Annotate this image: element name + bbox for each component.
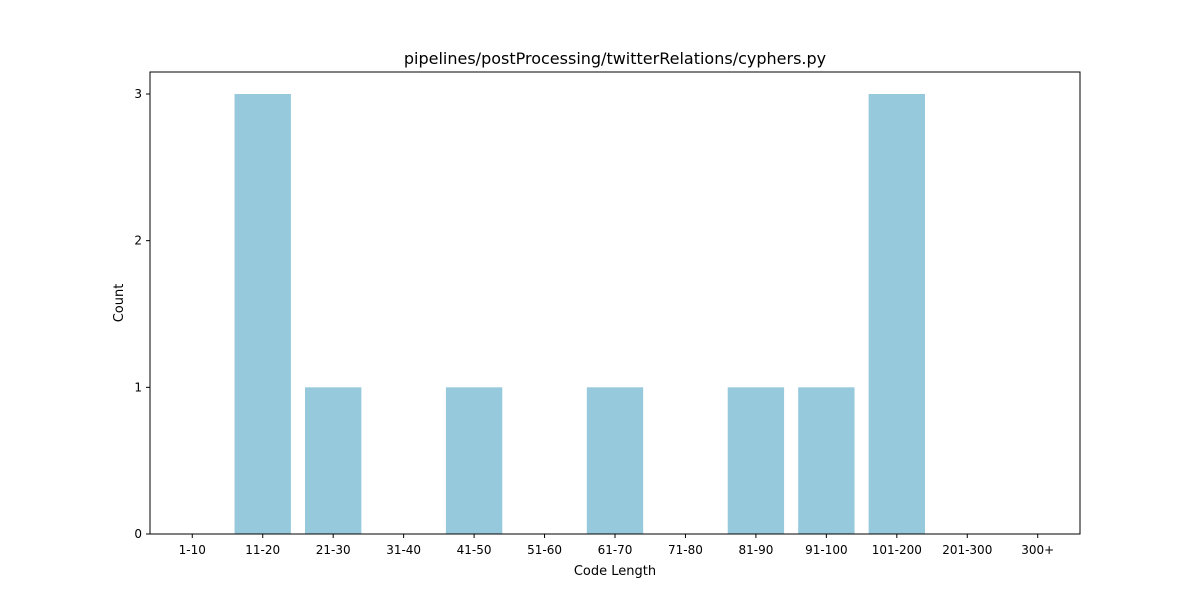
x-tick-label: 201-300 xyxy=(942,543,992,557)
y-tick-label: 1 xyxy=(134,380,142,394)
bar-91-100 xyxy=(798,387,855,534)
x-tick-label: 1-10 xyxy=(179,543,206,557)
x-tick-label: 71-80 xyxy=(668,543,703,557)
y-axis-label: Count xyxy=(112,284,127,323)
bar-101-200 xyxy=(868,94,925,534)
x-tick-label: 91-100 xyxy=(805,543,848,557)
bar-61-70 xyxy=(586,387,644,534)
y-axis: 0 1 2 3 xyxy=(134,87,150,541)
x-axis: 1-10 11-20 21-30 31-40 41-50 51-60 61-70 71-80 8… xyxy=(179,534,1054,557)
x-tick-label: 300+ xyxy=(1021,543,1054,557)
x-axis-label: Code Length xyxy=(574,564,656,579)
y-tick-label: 0 xyxy=(134,527,142,541)
bar-81-90 xyxy=(727,387,785,534)
x-tick-label: 41-50 xyxy=(457,543,492,557)
chart-title: pipelines/postProcessing/twitterRelation… xyxy=(404,49,826,68)
x-tick-label: 81-90 xyxy=(738,543,773,557)
x-tick-label: 101-200 xyxy=(872,543,922,557)
y-tick-label: 2 xyxy=(134,234,142,248)
x-tick-label: 21-30 xyxy=(316,543,351,557)
bar-41-50 xyxy=(445,387,503,534)
x-tick-label: 31-40 xyxy=(386,543,421,557)
bar-11-20 xyxy=(234,94,291,534)
bars-group xyxy=(234,94,925,534)
bar-21-30 xyxy=(305,387,362,534)
x-tick-label: 51-60 xyxy=(527,543,562,557)
y-tick-label: 3 xyxy=(134,87,142,101)
x-tick-label: 61-70 xyxy=(598,543,633,557)
x-tick-label: 11-20 xyxy=(245,543,280,557)
